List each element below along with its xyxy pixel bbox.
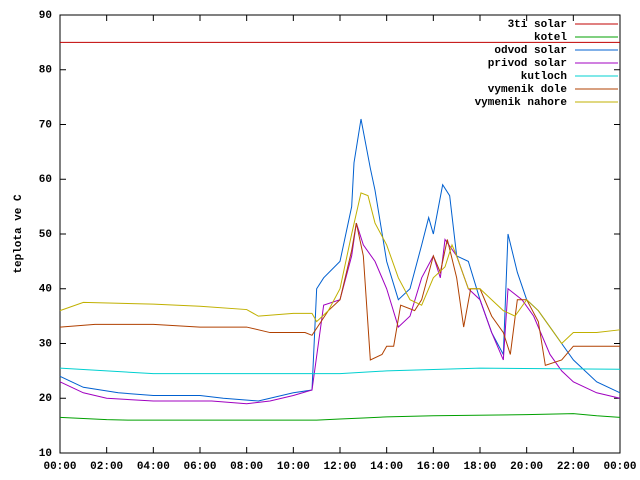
x-tick-label: 18:00	[463, 461, 496, 473]
series-line	[59, 413, 621, 421]
y-tick-label: 30	[39, 338, 52, 350]
y-axis-label: teplota ve C	[13, 194, 25, 274]
series-line	[59, 192, 621, 345]
x-tick-label: 16:00	[417, 461, 450, 473]
y-tick-label: 50	[39, 229, 52, 241]
y-tick-label: 90	[39, 10, 52, 22]
y-tick-label: 70	[39, 119, 52, 131]
legend-label: vymenik nahore	[475, 97, 568, 109]
x-tick-label: 00:00	[43, 461, 76, 473]
legend-label: kotel	[534, 32, 567, 44]
x-tick-label: 08:00	[230, 461, 263, 473]
x-tick-label: 02:00	[90, 461, 123, 473]
y-tick-label: 40	[39, 284, 52, 296]
series-line	[59, 222, 621, 405]
x-tick-label: 06:00	[183, 461, 216, 473]
x-tick-label: 20:00	[510, 461, 543, 473]
series-line	[59, 118, 621, 402]
x-tick-label: 12:00	[323, 461, 356, 473]
legend-label: vymenik dole	[488, 84, 568, 96]
series-line	[59, 222, 620, 367]
legend-label: odvod solar	[494, 45, 567, 57]
x-tick-label: 22:00	[557, 461, 590, 473]
y-tick-label: 10	[39, 448, 52, 460]
plot-border	[59, 14, 621, 454]
y-tick-label: 60	[39, 174, 52, 186]
legend-label: kutloch	[521, 71, 567, 83]
y-tick-label: 80	[39, 65, 52, 77]
x-tick-label: 04:00	[137, 461, 170, 473]
x-tick-label: 00:00	[603, 461, 636, 473]
y-tick-label: 20	[39, 393, 52, 405]
legend-label: 3ti solar	[508, 19, 567, 31]
x-tick-label: 10:00	[277, 461, 310, 473]
x-tick-label: 14:00	[370, 461, 403, 473]
series-line	[59, 367, 621, 375]
legend-label: privod solar	[488, 58, 567, 70]
